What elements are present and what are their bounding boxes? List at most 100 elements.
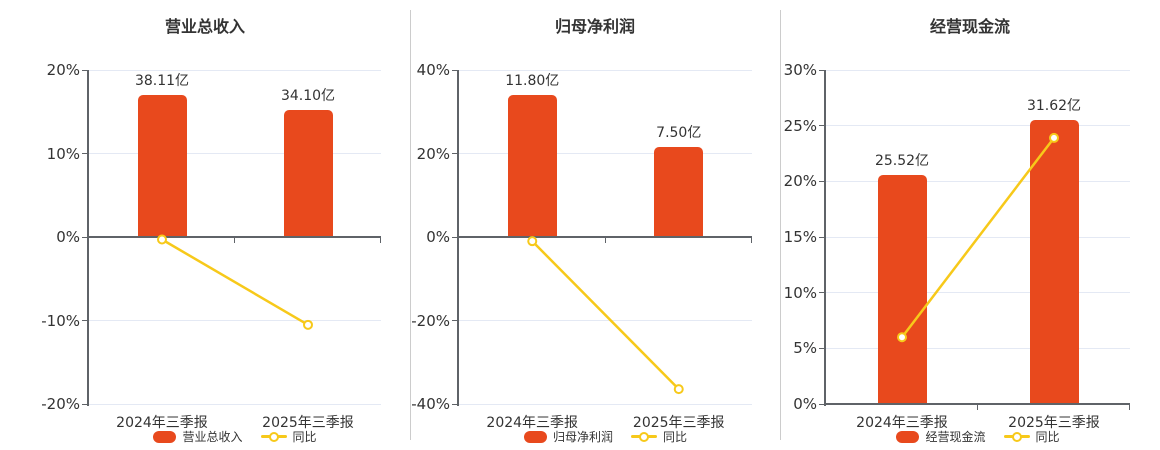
legend-item-bar[interactable]: 营业总收入 [153,428,243,445]
bar[interactable] [1029,120,1079,404]
y-axis-label: 5% [793,339,817,358]
gridline [826,347,1130,349]
legend-item-line[interactable]: 同比 [631,428,687,445]
x-axis-tick [1129,405,1130,410]
y-axis-tick [82,153,87,154]
yoy-marker[interactable] [157,234,167,245]
gridline [89,69,381,71]
gridline [89,320,381,321]
bar-value-label: 11.80亿 [505,73,560,90]
gridline [826,292,1130,294]
yoy-line-layer [897,132,1059,343]
x-axis-tick [751,238,752,243]
x-axis-label: 2024年三季报 [856,415,948,431]
y-axis-label: -20% [411,311,450,330]
y-axis-line [457,70,459,406]
y-axis-tick [82,69,87,71]
y-axis-line [87,70,89,406]
y-axis-line [824,70,826,406]
bar-value-label: 25.52亿 [874,152,930,169]
legend: 归母净利润 同比 [459,428,752,445]
chart-divider [779,10,781,440]
gridline [89,153,381,154]
bar-value-label: 38.11亿 [134,73,190,90]
bar[interactable] [877,174,927,404]
y-axis-tick [452,320,457,321]
x-axis-tick [977,405,978,410]
bar[interactable] [283,109,333,237]
y-axis-tick [452,153,457,154]
y-axis-tick [452,69,457,71]
y-axis-tick [452,403,457,405]
y-axis-label: 20% [416,144,450,163]
chart-net-profit: 归母净利润 40% 20% 0% -20% -40% 11.80亿 7.50亿 2024年三季报… [410,0,780,450]
x-axis-line [89,236,381,238]
chart-title: 归母净利润 [554,17,635,36]
gridline [459,69,752,71]
y-axis-label: 10% [46,144,80,163]
y-axis-label: -40% [411,395,450,413]
gridline [459,320,752,321]
yoy-line[interactable] [161,238,309,326]
y-axis-label: 20% [46,61,80,79]
legend-item-line[interactable]: 同比 [1003,428,1060,445]
legend-line-circle [268,431,279,442]
bar[interactable] [137,95,187,237]
y-axis-label: 25% [783,116,817,135]
gridline [826,125,1130,127]
gridline [459,153,752,154]
legend-item-bar[interactable]: 经营现金流 [896,428,986,445]
yoy-marker[interactable] [303,319,313,330]
yoy-marker[interactable] [1049,132,1059,143]
legend-line-label: 同比 [663,430,688,444]
legend-item-line[interactable]: 同比 [260,428,317,445]
gridline [826,69,1130,71]
x-axis-tick [604,238,606,243]
y-axis-label: 40% [416,61,450,79]
bar[interactable] [654,146,704,237]
y-axis-label: 0% [426,228,450,246]
legend-bar-swatch [153,430,177,443]
bar-value-label: 31.62亿 [1026,98,1082,115]
legend-bar-label: 营业总收入 [182,430,243,444]
y-axis-tick [819,69,824,71]
chart-divider [409,10,411,440]
chart-title: 营业总收入 [164,17,245,36]
legend-line-marker-icon [631,431,657,443]
y-axis-tick [819,180,824,182]
y-axis-label: 0% [56,228,80,246]
bar[interactable] [507,95,557,237]
legend-line-circle [1011,431,1022,442]
legend-line-label: 同比 [292,430,317,444]
yoy-marker[interactable] [527,236,538,247]
legend-bar-label: 经营现金流 [925,430,986,444]
legend-bar-label: 归母净利润 [552,430,613,444]
yoy-line-layer [157,234,313,330]
gridline [826,180,1130,182]
yoy-line[interactable] [531,240,680,391]
y-axis-tick [82,320,87,321]
y-axis-tick [819,236,824,238]
y-axis-label: -20% [41,395,80,413]
y-axis-tick [819,125,824,127]
yoy-marker[interactable] [673,384,684,395]
y-axis-label: 20% [783,172,817,191]
y-axis-tick [819,292,824,294]
legend: 营业总收入 同比 [89,428,381,445]
legend: 经营现金流 同比 [826,428,1130,445]
legend-line-circle [639,431,649,442]
yoy-line[interactable] [901,137,1055,338]
legend-bar-swatch [523,430,547,443]
legend-line-marker-icon [260,431,287,443]
x-axis-line [459,236,752,238]
legend-bar-swatch [896,430,920,443]
y-axis-tick [82,403,87,405]
x-axis-label: 2025年三季报 [262,415,354,431]
legend-item-bar[interactable]: 归母净利润 [523,428,613,445]
yoy-line-layer [527,236,684,395]
y-axis-label: 0% [793,395,817,413]
y-axis-tick [819,403,824,405]
yoy-marker[interactable] [897,332,907,343]
x-axis-line [826,403,1130,405]
